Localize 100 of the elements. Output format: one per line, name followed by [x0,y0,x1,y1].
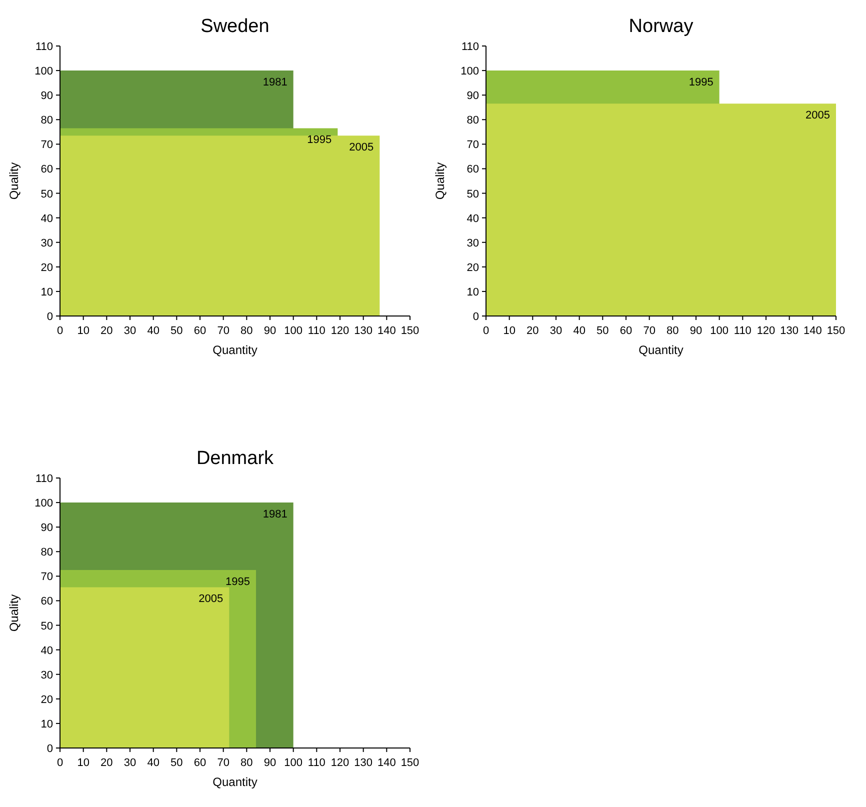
x-axis-title: Quantity [212,775,258,789]
x-tick-label: 150 [400,757,420,769]
x-tick-label: 10 [77,757,90,769]
x-tick-label: 130 [354,757,373,769]
x-tick-label: 10 [503,325,516,337]
x-tick-label: 80 [240,757,253,769]
x-tick-label: 100 [710,325,729,337]
y-axis-title: Quality [433,162,447,200]
series-label: 1995 [226,576,250,588]
y-tick-label: 100 [34,66,53,78]
x-tick-label: 70 [643,325,656,337]
series-label: 1995 [688,76,714,89]
y-tick-label: 40 [466,212,479,225]
x-tick-label: 70 [217,325,230,337]
x-tick-label: 110 [308,325,326,337]
x-tick-label: 0 [56,757,64,769]
y-tick-label: 10 [40,718,53,730]
y-tick-label: 70 [466,139,479,152]
y-tick-label: 10 [466,286,479,298]
series-label: 2005 [349,142,374,154]
x-tick-label: 40 [147,757,160,769]
x-tick-label: 150 [400,325,420,337]
y-tick-label: 110 [35,41,53,53]
series-label: 1995 [307,134,332,146]
y-tick-label: 20 [466,262,479,274]
x-tick-label: 130 [354,325,373,337]
x-tick-label: 60 [194,325,206,337]
x-tick-label: 90 [264,757,276,769]
y-tick-label: 40 [40,644,53,657]
x-tick-label: 140 [377,757,396,769]
x-tick-label: 120 [756,325,776,337]
y-tick-label: 80 [40,546,53,559]
x-tick-label: 0 [56,325,64,337]
y-tick-label: 90 [40,522,53,534]
x-tick-label: 20 [100,757,113,769]
x-tick-label: 40 [147,325,160,337]
chart-title: Denmark [196,448,274,469]
x-tick-label: 140 [377,325,396,337]
x-tick-label: 70 [217,757,230,769]
y-tick-label: 20 [40,262,53,274]
y-tick-label: 110 [461,41,479,53]
y-tick-label: 0 [46,311,53,323]
x-tick-label: 60 [194,757,206,769]
y-tick-label: 60 [40,596,53,608]
chart-title: Sweden [200,16,270,37]
y-tick-label: 80 [40,114,53,127]
chart-title: Norway [628,16,694,37]
x-tick-label: 110 [734,325,752,337]
y-axis-title: Quality [7,594,21,632]
x-axis-title: Quantity [638,343,684,357]
x-tick-label: 10 [77,325,90,337]
x-tick-label: 20 [526,325,539,337]
y-tick-label: 70 [40,139,53,152]
x-tick-label: 110 [308,757,326,769]
x-tick-label: 100 [284,325,303,337]
y-tick-label: 60 [40,164,53,176]
y-tick-label: 0 [472,311,479,323]
x-tick-label: 100 [284,757,303,769]
x-axis-title: Quantity [212,343,258,357]
y-tick-label: 60 [466,164,479,176]
y-tick-label: 90 [40,90,53,102]
series-label: 2005 [198,593,224,606]
y-tick-label: 40 [40,212,53,225]
y-tick-label: 110 [35,473,53,485]
x-tick-label: 120 [330,325,350,337]
x-tick-label: 40 [573,325,586,337]
y-tick-label: 10 [40,286,53,298]
x-tick-label: 50 [170,325,183,337]
y-tick-label: 50 [40,188,53,200]
y-tick-label: 30 [40,669,53,682]
x-tick-label: 140 [803,325,822,337]
x-tick-label: 0 [482,325,490,337]
x-tick-label: 50 [596,325,609,337]
y-tick-label: 50 [40,620,53,632]
x-tick-label: 60 [620,325,632,337]
x-tick-label: 80 [666,325,679,337]
y-tick-label: 80 [466,114,479,127]
x-tick-label: 130 [780,325,799,337]
y-tick-label: 30 [40,237,53,250]
x-tick-label: 50 [170,757,183,769]
series-label: 1981 [262,508,288,521]
x-tick-label: 120 [330,757,350,769]
y-tick-label: 50 [466,188,479,200]
x-tick-label: 150 [826,325,846,337]
x-tick-label: 30 [124,757,136,769]
x-tick-label: 30 [550,325,562,337]
x-tick-label: 20 [100,325,113,337]
y-axis-title: Quality [7,162,21,200]
y-tick-label: 0 [46,743,53,755]
x-tick-label: 30 [124,325,136,337]
series-label: 1981 [262,76,288,89]
y-tick-label: 20 [40,694,53,706]
y-tick-label: 100 [460,66,479,78]
x-tick-label: 90 [264,325,276,337]
y-tick-label: 70 [40,571,53,584]
y-tick-label: 100 [34,498,53,510]
x-tick-label: 90 [690,325,702,337]
series-label: 2005 [806,110,830,122]
x-tick-label: 80 [240,325,253,337]
y-tick-label: 90 [466,90,479,102]
